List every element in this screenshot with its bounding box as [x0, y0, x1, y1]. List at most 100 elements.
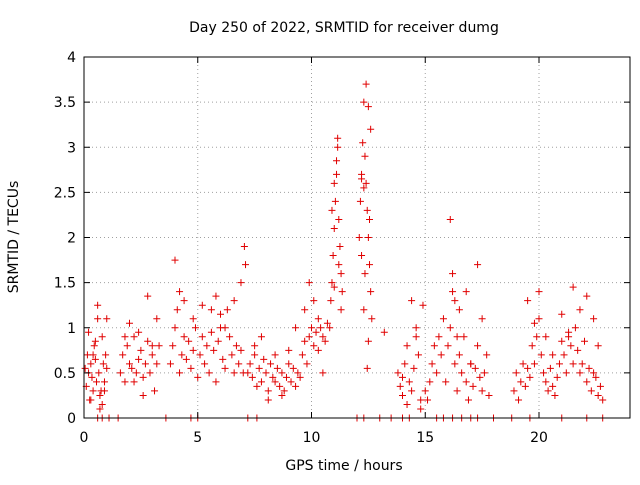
data-point	[212, 378, 220, 386]
data-point	[319, 333, 327, 341]
data-point	[210, 346, 218, 354]
data-point	[305, 279, 313, 287]
data-point	[410, 364, 418, 372]
data-point	[94, 315, 102, 323]
data-point	[412, 324, 420, 332]
data-point	[412, 333, 420, 341]
data-point	[530, 319, 538, 327]
data-point	[205, 369, 213, 377]
data-point	[331, 197, 339, 205]
data-point	[394, 369, 402, 377]
data-point	[153, 315, 161, 323]
data-point	[590, 369, 598, 377]
data-point	[148, 342, 156, 350]
data-point	[451, 360, 459, 368]
data-point	[135, 328, 143, 336]
data-point	[483, 351, 491, 359]
chart-title: Day 250 of 2022, SRMTID for receiver dum…	[189, 20, 499, 36]
data-point	[368, 315, 376, 323]
data-point	[203, 342, 211, 350]
data-point	[185, 337, 193, 345]
data-point	[330, 283, 338, 291]
data-point	[364, 234, 372, 241]
data-point	[226, 333, 234, 341]
data-point	[282, 373, 290, 381]
data-point	[417, 405, 425, 413]
data-point	[553, 373, 561, 381]
data-point	[178, 351, 186, 359]
y-axis-label: SRMTID / TECUs	[6, 181, 22, 294]
data-point	[524, 297, 532, 305]
data-point	[292, 382, 300, 390]
data-point	[285, 360, 293, 368]
x-tick-label: 15	[416, 430, 434, 446]
data-point	[542, 378, 550, 386]
data-point	[94, 301, 102, 309]
data-point	[146, 369, 154, 377]
data-point	[128, 364, 136, 372]
data-point	[535, 315, 543, 323]
data-point	[221, 364, 229, 372]
data-point	[155, 342, 163, 350]
data-point	[560, 351, 568, 359]
y-tick-label: 4	[67, 50, 76, 66]
data-point	[187, 364, 195, 372]
data-point	[449, 288, 457, 296]
data-point	[90, 342, 98, 350]
data-point	[399, 373, 406, 381]
data-point	[462, 288, 470, 296]
data-point	[403, 342, 411, 350]
data-point	[549, 351, 557, 359]
data-point	[271, 351, 279, 359]
data-point	[581, 337, 588, 345]
data-point	[446, 215, 454, 223]
data-point	[594, 391, 602, 399]
data-point	[360, 98, 368, 106]
data-point	[240, 243, 248, 251]
data-point	[314, 346, 322, 354]
data-point	[524, 364, 532, 372]
data-point	[141, 360, 149, 368]
data-point	[336, 243, 344, 251]
data-point	[551, 391, 559, 399]
data-point	[305, 333, 313, 341]
data-point	[469, 382, 477, 390]
data-point	[276, 382, 284, 390]
data-point	[264, 387, 272, 395]
data-point	[303, 360, 311, 368]
data-point	[337, 306, 345, 314]
data-point	[363, 364, 371, 372]
axis-ticks: 0 0.5 1 1.5 2 2.5 3 3.5 4 0 5 10 15 20	[54, 50, 630, 446]
data-point	[237, 279, 245, 287]
data-point	[444, 342, 452, 350]
data-point	[426, 378, 434, 386]
data-point	[446, 324, 454, 332]
y-tick-label: 1	[67, 321, 76, 337]
x-tick-label: 20	[530, 430, 548, 446]
data-point	[562, 369, 570, 377]
data-point	[148, 351, 156, 359]
data-point	[176, 288, 184, 296]
data-point	[576, 306, 584, 314]
data-point	[337, 270, 345, 278]
data-point	[137, 346, 145, 354]
data-point	[207, 306, 215, 314]
data-point	[530, 360, 538, 368]
data-point	[151, 387, 159, 395]
data-point	[334, 134, 342, 142]
data-point	[98, 333, 106, 341]
data-point	[88, 373, 96, 381]
data-point	[323, 319, 331, 327]
data-point	[189, 315, 197, 323]
data-point	[526, 373, 534, 381]
data-point	[533, 333, 541, 341]
data-point	[328, 279, 336, 287]
data-point	[399, 391, 406, 399]
data-point	[144, 337, 152, 345]
data-point	[515, 396, 523, 404]
data-point	[278, 369, 286, 377]
data-point	[289, 364, 297, 372]
data-point	[590, 315, 598, 323]
data-point	[569, 360, 577, 368]
